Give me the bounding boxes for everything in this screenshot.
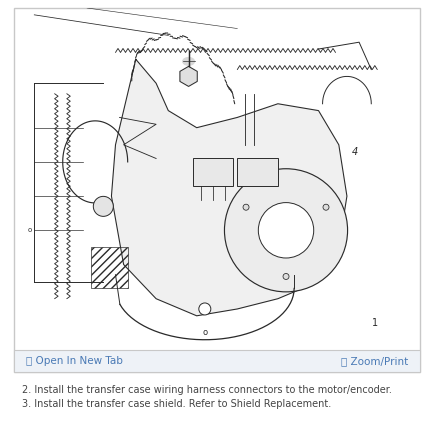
Bar [237, 159, 278, 186]
Bar [91, 248, 128, 289]
Bar [193, 159, 233, 186]
Ellipse shape [183, 57, 194, 65]
Polygon shape [111, 59, 347, 316]
Text: 2. Install the transfer case wiring harness connectors to the motor/encoder.: 2. Install the transfer case wiring harn… [22, 385, 392, 395]
Circle shape [199, 303, 211, 315]
Circle shape [258, 203, 314, 258]
Circle shape [323, 204, 329, 210]
Text: 4: 4 [352, 146, 358, 157]
Text: o: o [28, 227, 32, 233]
FancyBboxPatch shape [14, 8, 420, 372]
Circle shape [283, 273, 289, 280]
Circle shape [243, 204, 249, 210]
Text: o: o [202, 328, 207, 337]
Bar [14, 350, 420, 372]
Polygon shape [180, 67, 197, 86]
Circle shape [224, 169, 348, 292]
Text: 🔍 Zoom/Print: 🔍 Zoom/Print [341, 356, 408, 366]
Text: ⧉ Open In New Tab: ⧉ Open In New Tab [26, 356, 123, 366]
Text: 1: 1 [372, 318, 378, 327]
Text: 3. Install the transfer case shield. Refer to Shield Replacement.: 3. Install the transfer case shield. Ref… [22, 399, 331, 409]
Circle shape [93, 197, 113, 216]
